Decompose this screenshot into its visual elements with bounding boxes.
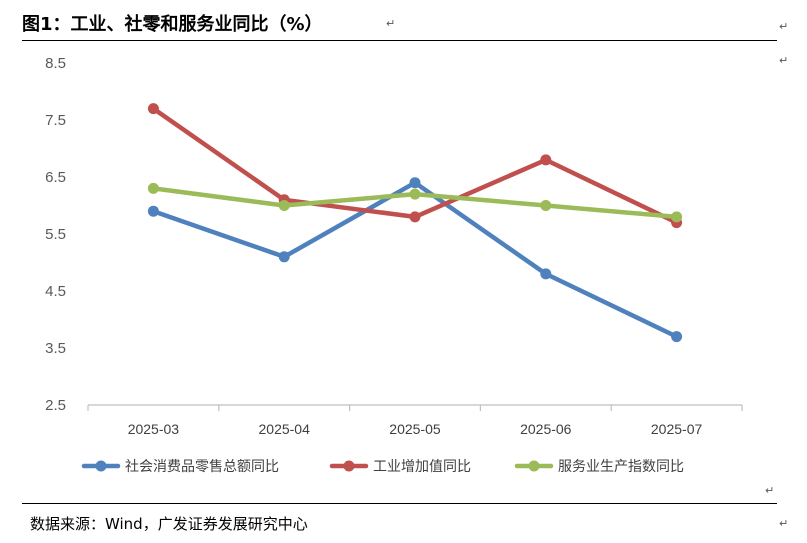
source-rule: [22, 503, 777, 504]
paragraph-mark-icon: ↵: [765, 484, 775, 497]
series-layer: [147, 103, 683, 343]
y-axis-ticks: 8.5 7.5 6.5 5.5 4.5 3.5 2.5: [45, 55, 66, 414]
data-point: [409, 188, 421, 200]
data-point: [540, 200, 552, 211]
figure-title: 图1：工业、社零和服务业同比（%）: [22, 14, 323, 35]
data-point: [147, 103, 159, 115]
legend-marker: [343, 460, 355, 472]
legend-label: 社会消费品零售总额同比: [125, 459, 279, 475]
y-tick-label: 3.5: [45, 340, 66, 357]
legend-item: 社会消费品零售总额同比: [81, 459, 279, 475]
data-point: [540, 268, 552, 280]
series-line: [151, 180, 679, 339]
series-line: [151, 106, 679, 225]
data-point: [147, 205, 159, 217]
y-tick-label: 4.5: [45, 283, 66, 300]
series-2: [147, 103, 683, 229]
series-1: [147, 177, 683, 343]
series-3: [147, 182, 683, 223]
y-tick-label: 2.5: [45, 397, 66, 414]
legend-label: 服务业生产指数同比: [558, 459, 684, 475]
paragraph-mark-icon: ↵: [386, 17, 396, 30]
x-tick-label: 2025-03: [128, 421, 180, 437]
legend-marker: [95, 460, 107, 472]
y-tick-label: 8.5: [45, 55, 66, 72]
x-axis: 2025-03 2025-04 2025-05 2025-06 2025-07: [87, 404, 743, 437]
data-point: [671, 211, 683, 223]
data-point: [540, 154, 552, 166]
title-rule: [22, 40, 777, 41]
source-note: 数据来源：Wind，广发证券发展研究中心: [30, 515, 308, 533]
data-point: [147, 182, 159, 194]
data-point: [671, 331, 683, 343]
x-tick-label: 2025-04: [259, 421, 311, 437]
x-tick-label: 2025-05: [389, 421, 441, 437]
paragraph-mark-icon: ↵: [779, 54, 789, 67]
x-tick-label: 2025-07: [651, 421, 703, 437]
y-tick-label: 5.5: [45, 226, 66, 243]
data-point: [409, 211, 421, 223]
data-point: [409, 177, 421, 189]
legend: 社会消费品零售总额同比 工业增加值同比 服务业生产指数同比: [81, 459, 684, 475]
y-tick-label: 6.5: [45, 169, 66, 186]
legend-label: 工业增加值同比: [373, 459, 471, 475]
x-tick-label: 2025-06: [520, 421, 572, 437]
line-chart: 8.57.56.55.54.53.52.5 2025-03 2025-04 2025…: [45, 55, 743, 475]
y-tick-label: 7.5: [45, 112, 66, 129]
legend-item: 工业增加值同比: [329, 459, 471, 475]
paragraph-mark-icon: ↵: [779, 517, 789, 530]
data-point: [278, 251, 290, 263]
legend-item: 服务业生产指数同比: [514, 459, 684, 475]
paragraph-mark-icon: ↵: [779, 20, 789, 33]
legend-marker: [528, 460, 540, 472]
data-point: [278, 200, 290, 211]
